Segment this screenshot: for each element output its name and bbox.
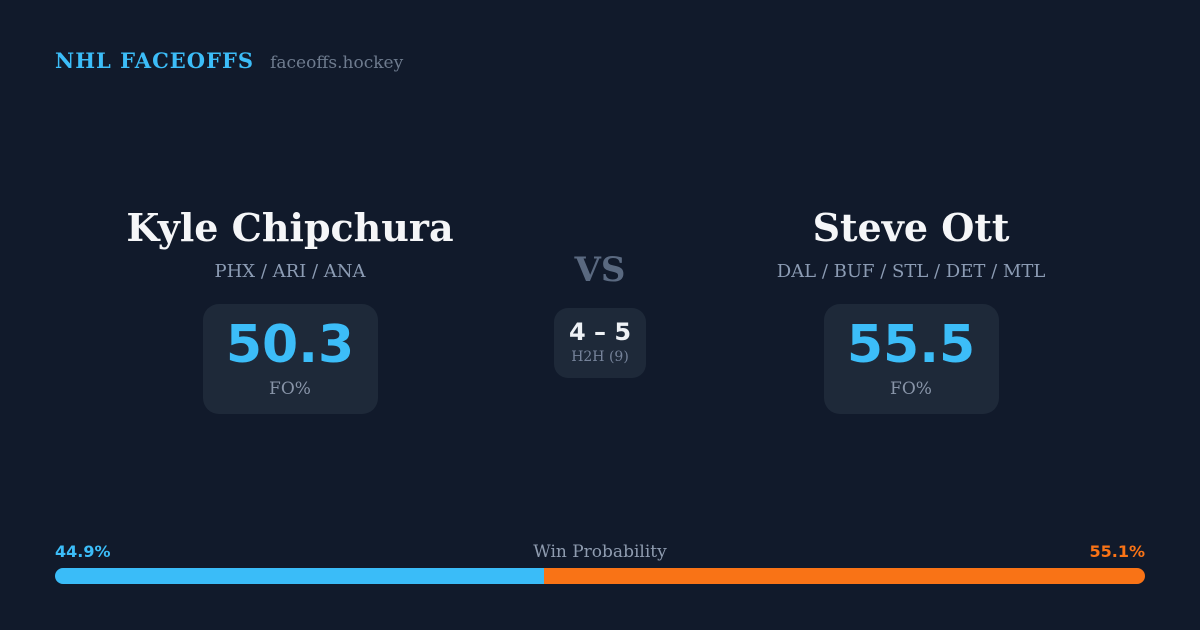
site-domain: faceoffs.hockey bbox=[270, 53, 404, 73]
player-right-fo-label: FO% bbox=[890, 379, 932, 400]
win-probability-bar bbox=[55, 568, 1145, 584]
player-left-fo-pct: 50.3 bbox=[225, 315, 355, 376]
win-probability-left-pct: 44.9% bbox=[55, 542, 111, 561]
win-probability-right-pct: 55.1% bbox=[1089, 542, 1145, 561]
win-probability-bar-right-segment bbox=[544, 568, 1145, 584]
player-right-stat-card: 55.5 FO% bbox=[823, 304, 999, 415]
center-column: VS 4 – 5 H2H (9) bbox=[500, 250, 700, 378]
h2h-score: 4 – 5 bbox=[568, 318, 632, 347]
win-probability-bar-left-segment bbox=[55, 568, 545, 584]
h2h-card: 4 – 5 H2H (9) bbox=[554, 307, 646, 378]
player-left-name: Kyle Chipchura bbox=[126, 205, 454, 250]
win-probability-label: Win Probability bbox=[533, 542, 667, 562]
player-left-fo-label: FO% bbox=[269, 379, 311, 400]
player-right-teams: DAL / BUF / STL / DET / MTL bbox=[776, 260, 1046, 282]
player-right-fo-pct: 55.5 bbox=[846, 315, 976, 376]
vs-label: VS bbox=[574, 250, 626, 290]
player-right-column: Steve Ott DAL / BUF / STL / DET / MTL 55… bbox=[711, 205, 1111, 415]
player-left-column: Kyle Chipchura PHX / ARI / ANA 50.3 FO% bbox=[90, 205, 490, 415]
player-left-stat-card: 50.3 FO% bbox=[202, 304, 378, 415]
header: NHL FACEOFFS faceoffs.hockey bbox=[55, 48, 403, 73]
brand-title: NHL FACEOFFS bbox=[55, 48, 255, 73]
player-left-teams: PHX / ARI / ANA bbox=[214, 260, 366, 282]
player-right-name: Steve Ott bbox=[812, 205, 1010, 250]
h2h-label: H2H (9) bbox=[571, 349, 629, 366]
